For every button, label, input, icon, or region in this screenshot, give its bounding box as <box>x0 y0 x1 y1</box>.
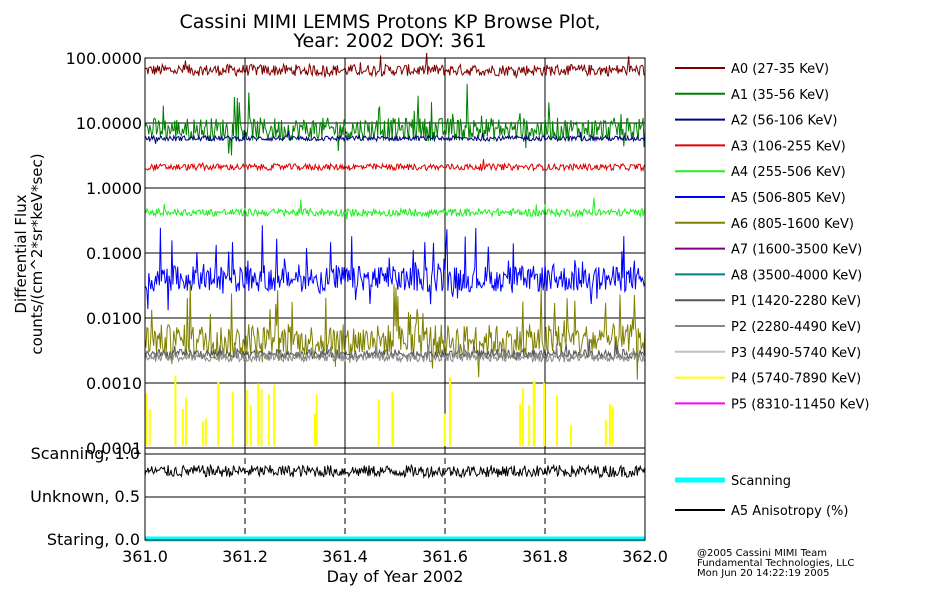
x-axis-label: Day of Year 2002 <box>327 567 464 586</box>
y-axis-label: Differential Flux counts/(cm^2*sr*keV*se… <box>12 153 46 354</box>
legend-label-p4: P4 (5740-7890 KeV) <box>731 372 861 387</box>
mode-legend: Scanning A5 Anisotropy (%) <box>675 474 848 519</box>
legend-label-a5: A5 (506-805 KeV) <box>731 191 846 206</box>
legend-label-p2: P2 (2280-4490 KeV) <box>731 320 861 335</box>
x-tick-label: 362.0 <box>622 547 668 566</box>
x-tick-label: 361.0 <box>122 547 168 566</box>
legend-label-p5: P5 (8310-11450 KeV) <box>731 397 869 412</box>
legend-label-a1: A1 (35-56 KeV) <box>731 88 829 103</box>
series-a5-line <box>144 225 646 311</box>
legend-label-p3: P3 (4490-5740 KeV) <box>731 346 861 361</box>
flux-y-tick-label: 100.0000 <box>66 49 142 68</box>
series-p2-line <box>144 341 646 364</box>
flux-panel <box>144 52 646 449</box>
legend-label-a8: A8 (3500-4000 KeV) <box>731 268 862 283</box>
flux-series <box>144 52 646 446</box>
chart-title-line1: Cassini MIMI LEMMS Protons KP Browse Plo… <box>179 11 600 33</box>
flux-y-tick-label: 0.1000 <box>86 244 142 263</box>
mode-y-tick-labels: Scanning, 1.0 Unknown, 0.5 Staring, 0.0 <box>30 444 140 549</box>
y-axis-label-line1: Differential Flux <box>12 194 30 313</box>
x-tick-label: 361.4 <box>322 547 368 566</box>
series-a6-line <box>144 282 646 380</box>
legend-label-a0: A0 (27-35 KeV) <box>731 62 829 77</box>
legend-label-a6: A6 (805-1600 KeV) <box>731 217 854 232</box>
series-a3-line <box>144 159 646 173</box>
mode-panel-frame <box>144 447 646 541</box>
credit-copyright: @2005 Cassini MIMI Team <box>697 548 827 559</box>
legend-label-a5: A5 Anisotropy (%) <box>731 504 848 519</box>
series-p4-line <box>145 375 614 446</box>
mode-y-tick-label: Unknown, 0.5 <box>30 487 140 506</box>
flux-y-tick-label: 0.0001 <box>86 439 142 458</box>
legend-label-a3: A3 (106-255 KeV) <box>731 139 846 154</box>
flux-legend: A0 (27-35 KeV) A1 (35-56 KeV) A2 (56-106 K… <box>675 62 869 412</box>
flux-y-tick-labels: 100.0000 10.0000 1.0000 0.1000 0.0100 0.0010 0… <box>66 49 142 458</box>
flux-y-tick-label: 10.0000 <box>76 114 142 133</box>
series-a5-line <box>144 463 646 479</box>
flux-y-tick-label: 0.0100 <box>86 309 142 328</box>
series-a1-line <box>144 83 646 156</box>
mode-grid <box>145 448 645 540</box>
legend-label-a7: A7 (1600-3500 KeV) <box>731 243 862 258</box>
legend-label-p1: P1 (1420-2280 KeV) <box>731 294 861 309</box>
legend-label-scanning: Scanning <box>731 474 791 489</box>
x-tick-label: 361.6 <box>422 547 468 566</box>
flux-y-tick-label: 0.0010 <box>86 374 142 393</box>
series-a0-line <box>144 52 646 80</box>
x-tick-labels: 361.0 361.2 361.4 361.6 361.8 362.0 <box>122 547 668 566</box>
legend-label-a4: A4 (255-506 KeV) <box>731 165 846 180</box>
flux-y-tick-label: 1.0000 <box>86 179 142 198</box>
legend-label-a2: A2 (56-106 KeV) <box>731 114 837 129</box>
x-tick-label: 361.2 <box>222 547 268 566</box>
series-a4-line <box>144 197 646 220</box>
mode-y-tick-label: Staring, 0.0 <box>47 530 140 549</box>
series-p1-line <box>144 338 646 362</box>
flux-grid <box>145 57 645 449</box>
series-a2-line <box>144 130 646 144</box>
chart-title-line2: Year: 2002 DOY: 361 <box>292 30 486 52</box>
mode-panel <box>144 447 646 542</box>
y-axis-label-line2: counts/(cm^2*sr*keV*sec) <box>28 153 46 354</box>
mode-series <box>144 463 646 542</box>
mode-y-tick-label: Scanning, 1.0 <box>31 444 140 463</box>
credit-company: Fundamental Technologies, LLC <box>697 558 854 569</box>
credit-timestamp: Mon Jun 20 14:22:19 2005 <box>697 568 830 579</box>
x-tick-label: 361.8 <box>522 547 568 566</box>
